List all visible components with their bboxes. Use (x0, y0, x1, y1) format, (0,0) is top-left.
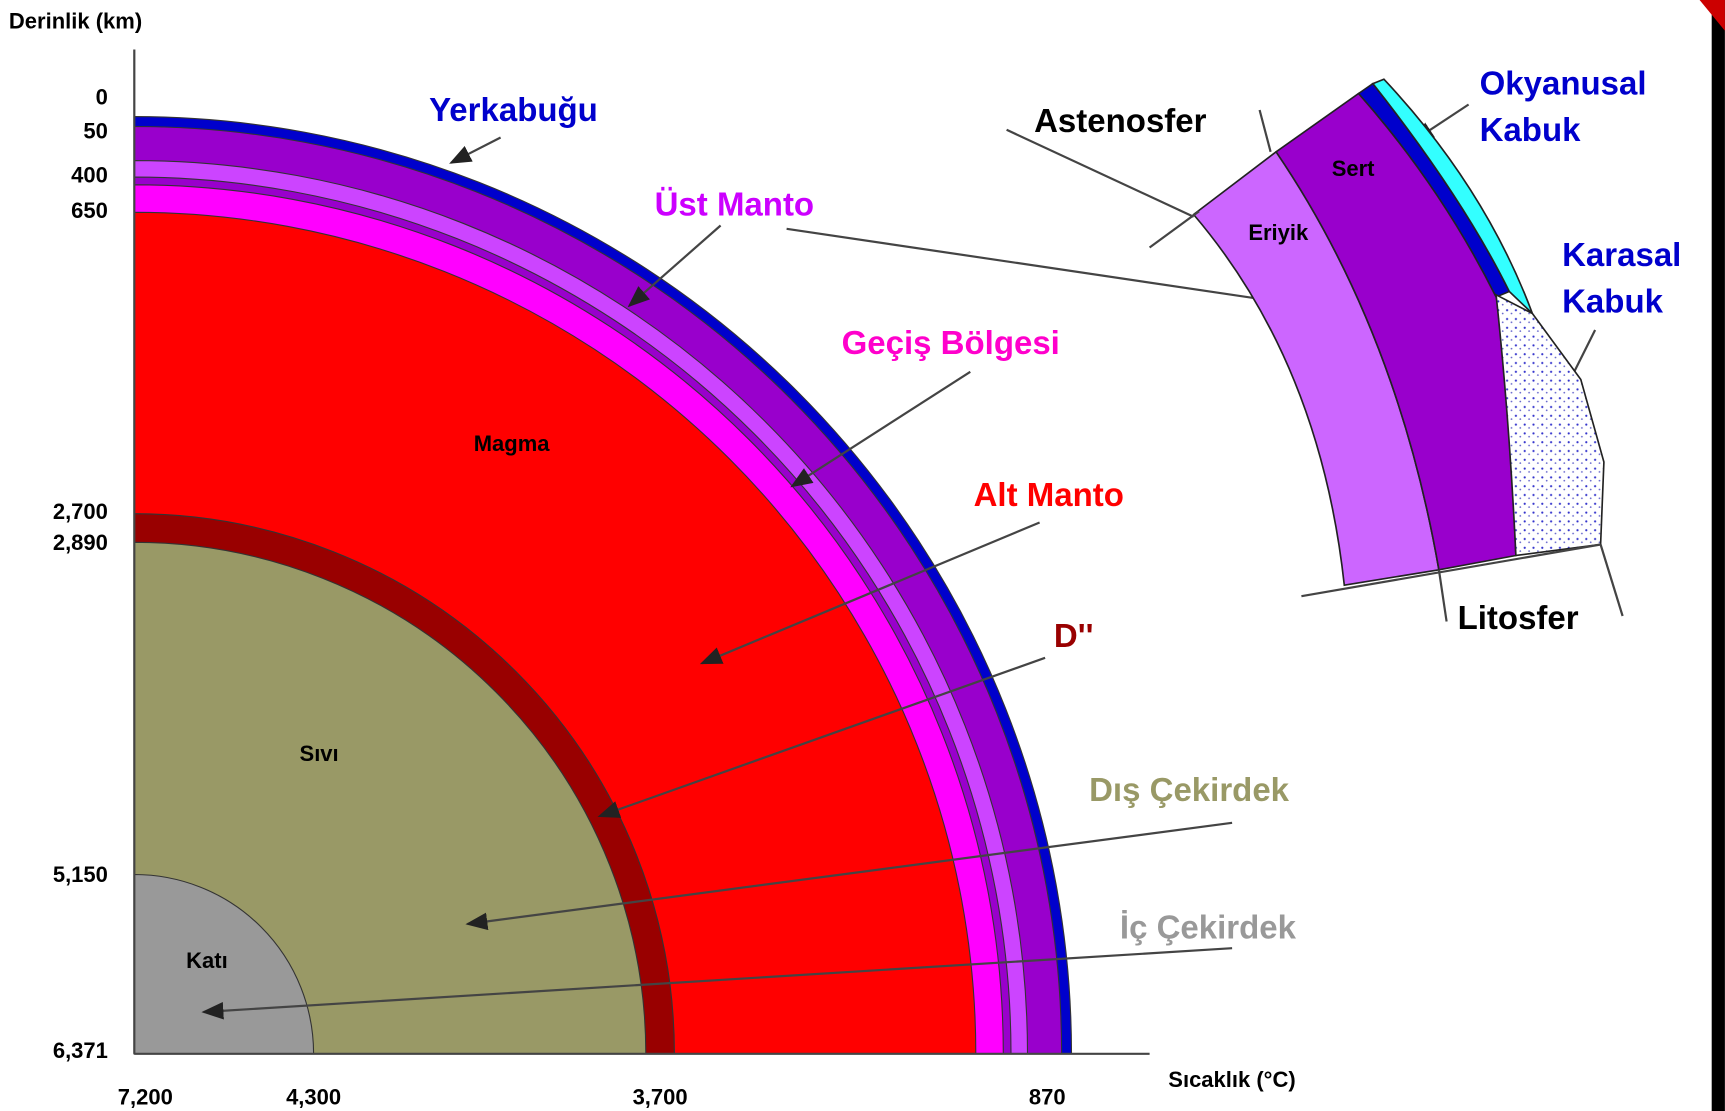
depth-label: 6,371 (53, 1038, 108, 1063)
region-label: Magma (474, 431, 551, 456)
region-label: Sıvı (300, 741, 339, 766)
temperature-label: 3,700 (633, 1084, 688, 1109)
depth-label: 5,150 (53, 862, 108, 887)
edge (1712, 0, 1725, 1111)
earth-layers-diagram: Derinlik (km) Sıcaklık (°C) 0 50 400 650… (0, 0, 1725, 1111)
inset-label: Astenosfer (1034, 102, 1207, 139)
temperature-label: 870 (1029, 1084, 1066, 1109)
region-label: Katı (186, 948, 228, 973)
depth-label: 0 (96, 84, 108, 109)
depth-label: 400 (71, 163, 108, 188)
inset-label: Kabuk (1562, 282, 1664, 319)
layer-label: Geçiş Bölgesi (842, 324, 1060, 361)
inset-label: Kabuk (1480, 111, 1582, 148)
temperature-label: 4,300 (286, 1084, 341, 1109)
depth-label: 2,700 (53, 499, 108, 524)
depth-label: 2,890 (53, 530, 108, 555)
inset-label: Karasal (1562, 236, 1681, 273)
axis-title: Sıcaklık (°C) (1168, 1067, 1295, 1092)
layer-label: Dış Çekirdek (1089, 771, 1290, 808)
layer-label: İç Çekirdek (1120, 908, 1297, 945)
depth-label: 650 (71, 198, 108, 223)
inset-label: Eriyik (1248, 220, 1309, 245)
layer-label: Üst Manto (655, 186, 815, 223)
temperature-label: 7,200 (118, 1084, 173, 1109)
axis-title: Derinlik (km) (9, 9, 142, 34)
layer-label: D'' (1054, 617, 1094, 654)
depth-label: 50 (83, 119, 107, 144)
inset-label: Litosfer (1458, 599, 1579, 636)
inset-label: Sert (1332, 156, 1375, 181)
layer-label: Alt Manto (974, 476, 1124, 513)
inset-label: Okyanusal (1480, 65, 1647, 102)
layer-label: Yerkabuğu (429, 91, 598, 128)
